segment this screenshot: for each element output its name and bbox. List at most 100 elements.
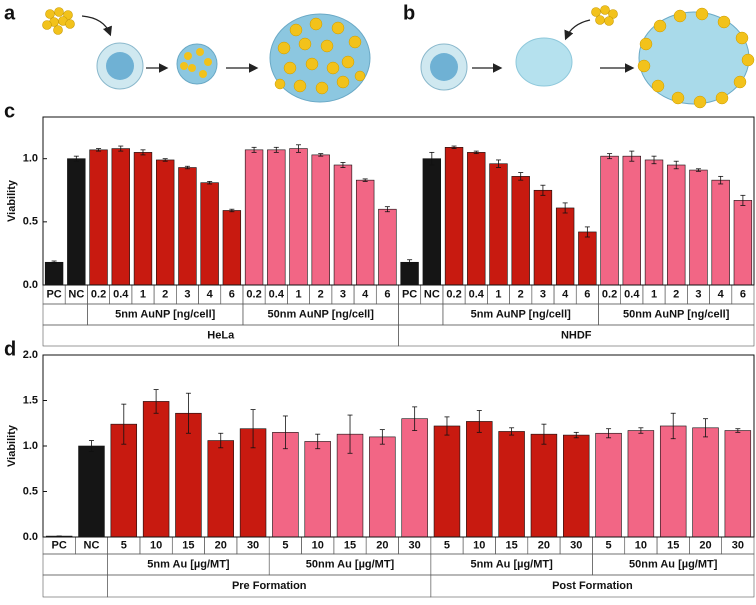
error-bar [607, 153, 613, 160]
panel-label: c [4, 100, 15, 122]
bar [244, 149, 264, 286]
bar [178, 167, 197, 286]
bar [175, 412, 202, 538]
error-bar [282, 415, 288, 450]
panel-group-label: Pre Formation [232, 580, 307, 592]
bar [511, 176, 530, 286]
error-bar [573, 431, 579, 439]
bar [466, 421, 493, 538]
x-tick-label: 1 [140, 288, 146, 300]
x-tick-label: 15 [667, 539, 679, 551]
x-tick-label: 30 [247, 539, 259, 551]
error-bar [638, 427, 644, 434]
error-bar [473, 150, 479, 155]
x-tick-label: 10 [473, 539, 485, 551]
panel-group-label: NHDF [561, 329, 592, 341]
bar [711, 179, 730, 286]
x-tick-label: 20 [538, 539, 550, 551]
bar [644, 159, 664, 286]
error-bar [584, 226, 590, 238]
bar [289, 148, 308, 286]
error-bar [121, 403, 127, 445]
illustration-a [42, 7, 371, 103]
bar [400, 261, 419, 286]
x-tick-label: PC [52, 539, 67, 551]
bar [555, 207, 575, 286]
group-label: 50nm AuNP [ng/cell] [623, 308, 730, 320]
y-axis-label: Viability [6, 424, 18, 467]
table-cell [430, 574, 755, 598]
error-bar [740, 194, 746, 206]
error-bar [140, 149, 146, 156]
error-bar [184, 165, 190, 170]
x-tick-label: 4 [207, 288, 214, 300]
x-tick-label: 5 [606, 539, 612, 551]
x-tick-label: 3 [340, 288, 346, 300]
y-axis-label: Viability [6, 179, 18, 222]
y-tick-label: 0.5 [23, 485, 38, 497]
error-bar [207, 181, 213, 185]
bar [489, 163, 508, 286]
panel-label: a [4, 2, 16, 24]
x-tick-label: NC [68, 288, 84, 300]
error-bar [651, 155, 657, 165]
error-bar [476, 410, 482, 433]
bar [401, 418, 428, 538]
bar [67, 158, 86, 286]
table-cell [398, 303, 444, 326]
bar [667, 164, 686, 286]
x-tick-label: 4 [562, 288, 569, 300]
x-tick-label: 3 [540, 288, 546, 300]
x-tick-label: 0.2 [446, 288, 461, 300]
error-bar [218, 432, 224, 449]
x-tick-label: 6 [229, 288, 235, 300]
bar [692, 427, 719, 538]
x-tick-label: NC [424, 288, 440, 300]
bar [378, 208, 397, 286]
bar [44, 261, 64, 286]
error-bar [495, 159, 501, 168]
x-tick-label: 0.2 [91, 288, 106, 300]
error-bar [518, 172, 524, 181]
x-tick-label: 6 [384, 288, 390, 300]
bar [142, 401, 170, 538]
panel-group-label: Post Formation [552, 580, 633, 592]
bar [369, 436, 396, 538]
x-tick-label: 0.2 [246, 288, 261, 300]
error-bar [384, 206, 390, 213]
x-tick-label: 10 [635, 539, 647, 551]
y-tick-label: 0.5 [23, 216, 38, 228]
x-tick-label: 0.2 [602, 288, 617, 300]
x-tick-label: 6 [740, 288, 746, 300]
error-bar [562, 202, 568, 214]
x-tick-label: 5 [282, 539, 288, 551]
error-bar [340, 162, 346, 168]
bar [467, 152, 486, 286]
x-tick-label: 20 [215, 539, 227, 551]
plot-frame [42, 354, 755, 538]
illustration-b [420, 5, 755, 109]
table-cell [42, 303, 88, 326]
y-tick-label: 0.0 [23, 531, 38, 543]
table-cell [42, 574, 108, 598]
error-bar [118, 145, 124, 152]
bar [733, 200, 753, 286]
y-tick-label: 2.0 [23, 349, 38, 361]
bar [207, 440, 234, 538]
bar [133, 152, 153, 286]
error-bar [51, 260, 57, 264]
x-tick-label: 2 [518, 288, 524, 300]
bar [600, 155, 619, 286]
bar [422, 158, 442, 286]
x-tick-label: 0.4 [469, 288, 485, 300]
bar [530, 433, 558, 538]
x-tick-label: 30 [732, 539, 744, 551]
error-bar [673, 160, 679, 170]
bar [267, 149, 286, 286]
x-tick-label: 4 [362, 288, 369, 300]
error-bar [735, 428, 741, 433]
bar [89, 149, 108, 286]
error-bar [185, 392, 191, 434]
error-bar [670, 412, 676, 440]
